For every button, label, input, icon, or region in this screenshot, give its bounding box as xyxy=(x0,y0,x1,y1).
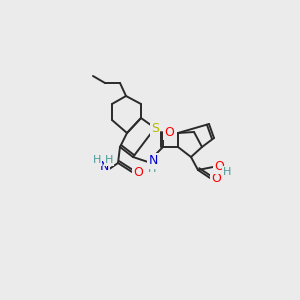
Text: N: N xyxy=(148,154,158,167)
Text: H: H xyxy=(105,155,113,165)
Text: O: O xyxy=(164,125,174,139)
Text: H: H xyxy=(93,155,101,165)
Text: N: N xyxy=(99,160,109,173)
Text: O: O xyxy=(133,166,143,178)
Text: O: O xyxy=(211,172,221,184)
Text: S: S xyxy=(151,122,159,134)
Text: H: H xyxy=(223,167,231,177)
Text: O: O xyxy=(214,160,224,172)
Text: H: H xyxy=(148,164,156,174)
